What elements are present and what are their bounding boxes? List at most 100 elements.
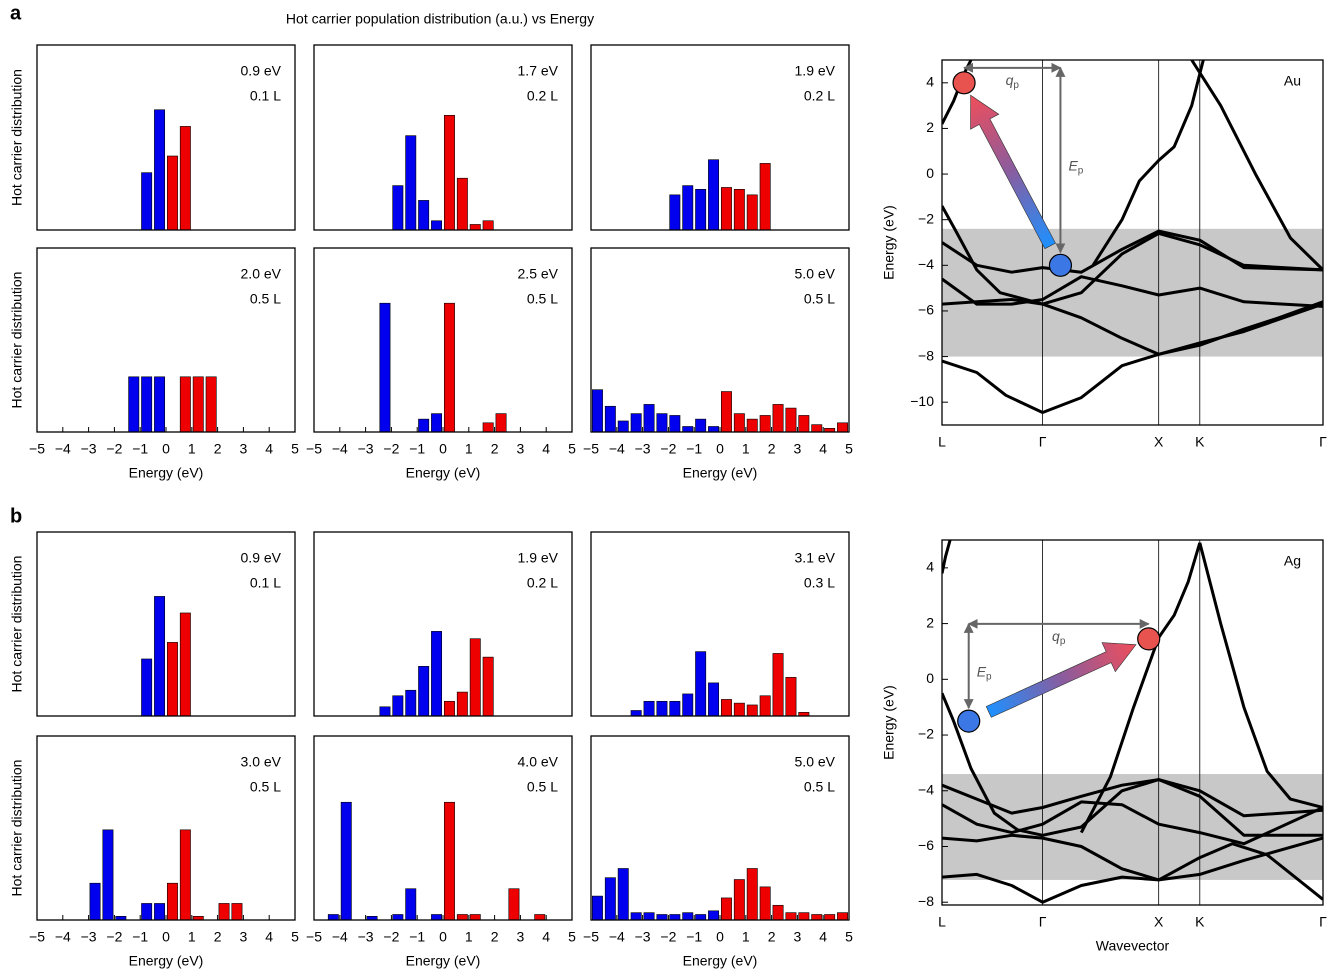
x-tick-label: Γ bbox=[1039, 434, 1047, 450]
bar bbox=[785, 677, 797, 716]
bar bbox=[469, 638, 481, 716]
bar bbox=[392, 695, 404, 716]
band-line bbox=[942, 540, 952, 574]
x-tick-label: 3 bbox=[240, 929, 248, 945]
bar bbox=[192, 376, 204, 432]
bar bbox=[630, 413, 642, 432]
x-axis-label: Energy (eV) bbox=[683, 465, 758, 481]
x-tick-label: −5 bbox=[29, 441, 45, 457]
bar bbox=[708, 159, 720, 230]
x-tick-label: −4 bbox=[609, 441, 625, 457]
panel-annotation: 0.5 L bbox=[527, 779, 558, 795]
x-tick-label: 4 bbox=[542, 441, 550, 457]
x-axis-label: Energy (eV) bbox=[683, 953, 758, 969]
x-tick-label: 3 bbox=[517, 929, 525, 945]
bar bbox=[759, 415, 771, 432]
panel-annotation: 0.5 L bbox=[804, 291, 835, 307]
bar bbox=[798, 415, 810, 432]
plot-frame bbox=[941, 539, 1324, 906]
x-tick-label: 4 bbox=[819, 929, 827, 945]
bar bbox=[682, 426, 694, 432]
panel-annotation: 2.5 eV bbox=[518, 266, 559, 282]
x-tick-label: −4 bbox=[609, 929, 625, 945]
x-tick-label: K bbox=[1195, 914, 1205, 930]
bar bbox=[591, 895, 603, 920]
bar bbox=[405, 888, 417, 920]
bar bbox=[643, 700, 655, 716]
x-tick-label: −2 bbox=[106, 441, 122, 457]
figure-title: Hot carrier population distribution (a.u… bbox=[286, 11, 594, 27]
plot-area bbox=[591, 389, 849, 432]
bar bbox=[708, 682, 720, 716]
x-tick-label: Γ bbox=[1319, 434, 1327, 450]
x-tick-label: X bbox=[1154, 914, 1164, 930]
bar bbox=[141, 172, 153, 230]
bar bbox=[746, 704, 758, 716]
plot-area bbox=[379, 631, 494, 716]
x-tick-label: 2 bbox=[214, 929, 222, 945]
bar bbox=[746, 194, 758, 230]
bar bbox=[656, 700, 668, 716]
panel-annotation: 0.1 L bbox=[250, 88, 281, 104]
x-tick-label: 1 bbox=[188, 441, 196, 457]
x-tick-label: −2 bbox=[383, 929, 399, 945]
y-tick-label: −8 bbox=[918, 893, 934, 909]
plot-area bbox=[327, 801, 546, 920]
bar bbox=[591, 389, 603, 432]
bar bbox=[759, 886, 771, 920]
bar bbox=[720, 391, 732, 432]
bar bbox=[179, 612, 191, 716]
panel-annotation: 0.2 L bbox=[527, 575, 558, 591]
x-tick-label: −2 bbox=[383, 441, 399, 457]
x-tick-label: −5 bbox=[306, 929, 322, 945]
bar bbox=[443, 801, 455, 920]
x-tick-label: 4 bbox=[819, 441, 827, 457]
bar bbox=[431, 413, 443, 432]
x-tick-label: 3 bbox=[517, 441, 525, 457]
x-tick-label: −1 bbox=[686, 441, 702, 457]
x-tick-label: −3 bbox=[81, 441, 97, 457]
carrier-marker bbox=[952, 71, 976, 95]
bar bbox=[733, 189, 745, 230]
x-tick-label: −3 bbox=[358, 441, 374, 457]
x-tick-label: 0 bbox=[162, 929, 170, 945]
panel-label: a bbox=[10, 2, 22, 24]
x-tick-label: −3 bbox=[635, 441, 651, 457]
panel-annotation: 0.3 L bbox=[804, 575, 835, 591]
bar bbox=[154, 376, 166, 432]
bar bbox=[669, 415, 681, 432]
x-tick-label: 2 bbox=[491, 929, 499, 945]
plot-area bbox=[141, 596, 191, 716]
bar bbox=[495, 413, 507, 432]
x-tick-label: 5 bbox=[845, 929, 853, 945]
bar bbox=[669, 194, 681, 230]
bar bbox=[720, 699, 732, 716]
plot-frame bbox=[590, 247, 850, 433]
y-tick-label: −4 bbox=[918, 781, 934, 797]
panel-annotation: 0.5 L bbox=[804, 779, 835, 795]
panel-annotation: 0.9 eV bbox=[241, 63, 282, 79]
panel-annotation: 0.1 L bbox=[250, 575, 281, 591]
x-tick-label: −1 bbox=[132, 441, 148, 457]
y-tick-label: 0 bbox=[926, 165, 934, 181]
bar bbox=[669, 914, 681, 920]
bar bbox=[656, 914, 668, 920]
x-tick-label: 5 bbox=[291, 441, 299, 457]
energy-symbol: E bbox=[977, 663, 987, 679]
bar bbox=[482, 422, 494, 432]
x-tick-label: −1 bbox=[132, 929, 148, 945]
band-line bbox=[942, 800, 1323, 846]
bar bbox=[469, 224, 481, 230]
bar bbox=[785, 912, 797, 920]
y-tick-label: −2 bbox=[918, 726, 934, 742]
bar bbox=[192, 916, 204, 920]
plot-frame bbox=[36, 247, 296, 433]
x-tick-label: −2 bbox=[660, 929, 676, 945]
x-tick-label: 2 bbox=[491, 441, 499, 457]
momentum-label: qp bbox=[1052, 628, 1066, 647]
plot-frame bbox=[590, 735, 850, 921]
bar bbox=[482, 220, 494, 230]
carrier-marker bbox=[957, 709, 981, 733]
plot-frame bbox=[36, 735, 296, 921]
bar bbox=[89, 882, 101, 920]
